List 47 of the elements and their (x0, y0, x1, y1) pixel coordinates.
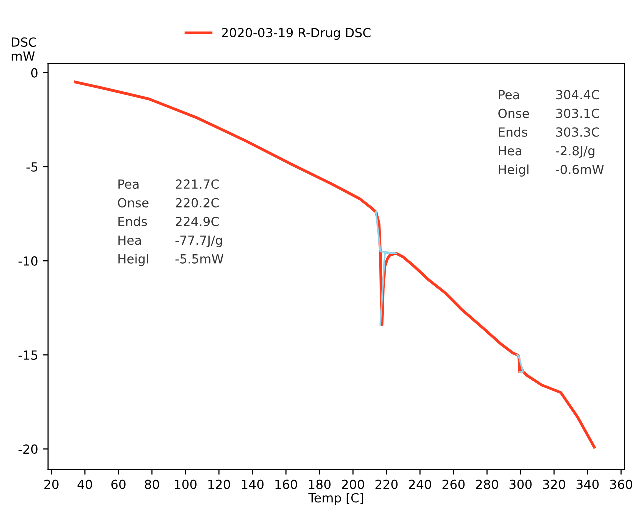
x-tick-label: 240 (409, 480, 432, 490)
x-tick-label: 160 (276, 480, 298, 490)
legend-label: 2020-03-19 R-Drug DSC (222, 28, 371, 40)
annotation: Ends (118, 216, 148, 226)
annotation: 221.7C (176, 180, 219, 190)
x-tick-label: 360 (610, 480, 632, 490)
x-tick-label: 20 (44, 480, 59, 490)
x-tick-label: 140 (242, 480, 264, 490)
x-tick-label: 100 (175, 480, 197, 490)
annotation: Heigl (499, 164, 529, 177)
y-axis-title: DSC mW (12, 38, 36, 61)
x-tick-label: 40 (78, 480, 92, 490)
y-tick-label: -20 (18, 444, 38, 454)
y-tick-label: 0 (31, 68, 38, 78)
x-tick-label: 280 (476, 480, 498, 490)
x-tick-label: 200 (342, 480, 364, 490)
x-tick-label: 220 (376, 480, 398, 490)
annotation: -77.7J/g (176, 236, 222, 248)
annotation: 303.1C (556, 108, 600, 118)
x-axis-title: Temp [C] (308, 493, 364, 506)
y-tick-label: -5 (26, 162, 38, 172)
x-tick-label: 340 (576, 480, 599, 490)
x-tick-label: 80 (145, 480, 160, 490)
annotation: Pea (118, 180, 139, 190)
y-tick-label: -10 (18, 256, 38, 266)
annotation: 224.9C (176, 216, 219, 226)
annotation: -5.5mW (176, 254, 224, 264)
annotation: Hea (118, 236, 142, 246)
line-series (375, 211, 398, 326)
annotation: 303.3C (556, 128, 600, 138)
annotation: Onse (498, 108, 530, 118)
annotation: Heigl (118, 254, 148, 266)
x-tick-label: 180 (309, 480, 331, 490)
x-tick-label: 300 (510, 480, 532, 490)
annotation: Onse (118, 198, 149, 208)
annotation: Pea (499, 90, 520, 100)
y-tick-label: -15 (18, 350, 38, 360)
x-tick-label: 320 (543, 480, 566, 490)
annotation: Hea (499, 146, 522, 156)
annotation: -0.6mW (556, 164, 604, 174)
x-tick-label: 120 (208, 480, 230, 490)
x-tick-label: 260 (442, 480, 465, 490)
x-tick-label: 60 (112, 480, 126, 490)
annotation: 304.4C (556, 90, 600, 100)
annotation: Ends (499, 127, 528, 138)
annotation: 220.2C (176, 198, 219, 208)
annotation: -2.8J/g (556, 146, 595, 158)
